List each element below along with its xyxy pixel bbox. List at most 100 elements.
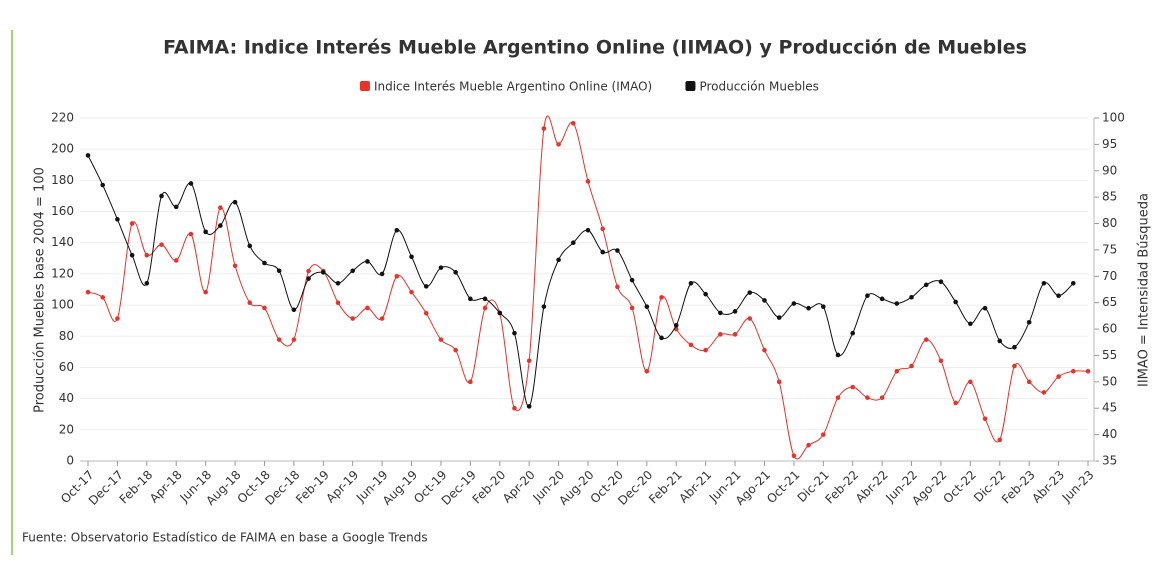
point [159,242,164,247]
legend-label: Indice Interés Mueble Argentino Online (… [374,80,652,94]
point [938,279,944,285]
legend-swatch [359,81,370,91]
point [556,257,561,263]
point [306,268,311,274]
point [718,310,723,316]
point [865,395,870,400]
point [791,301,797,306]
point [968,379,973,385]
y2-axis-title: IIMAO = Intensidad Búsqueda [1137,193,1152,387]
point [1056,374,1061,379]
point [482,296,488,302]
y2-tick-label: 90 [1102,163,1117,177]
point [203,289,208,295]
point [129,221,135,226]
point [850,384,856,390]
y-axis-title: Producción Muebles base 2004 = 100 [33,167,48,413]
point [379,316,385,321]
legend-swatch [685,81,696,91]
point [820,304,826,309]
point [688,280,694,286]
y2-tick-label: 60 [1102,322,1117,336]
point [982,416,988,422]
point [247,300,253,305]
point [276,268,282,274]
point [585,179,591,184]
point [1026,379,1032,385]
y-tick-label: 220 [51,111,74,125]
point [541,304,547,309]
point [188,231,194,237]
point [85,289,91,295]
point [350,268,356,274]
point [232,263,238,269]
point [379,271,385,277]
point [409,254,414,260]
source: Fuente: Observatorio Estadístico de FAIM… [22,531,428,545]
y-tick-label: 60 [59,360,74,374]
point [1012,344,1017,350]
point [159,193,164,199]
y2-tick-label: 50 [1102,374,1117,388]
point [747,316,753,321]
point [100,182,106,188]
point [85,153,91,158]
point [1085,368,1091,374]
point [997,338,1003,344]
point [173,258,179,263]
point [703,291,708,297]
y2-tick-label: 55 [1102,348,1117,362]
point [100,295,106,300]
point [644,304,650,309]
point [497,310,503,316]
y-tick-label: 0 [66,454,74,468]
point [703,347,708,353]
y-tick-label: 180 [51,173,74,187]
point [1041,280,1047,286]
point [982,305,988,311]
point [144,280,150,286]
y-tick-label: 140 [51,235,74,249]
point [1026,319,1032,325]
point [718,332,723,337]
point [923,282,929,288]
point [747,290,753,295]
point [644,368,650,374]
point [600,226,606,232]
point [615,248,620,253]
point [1070,280,1076,286]
point [806,442,811,448]
point [262,260,267,266]
point [365,259,370,264]
point [570,120,576,126]
y-tick-label: 100 [51,298,74,312]
point [394,274,400,279]
point [776,315,782,320]
point [688,342,694,348]
point [732,309,738,314]
point [144,252,150,258]
y-tick-label: 80 [59,329,74,343]
point [585,227,591,233]
point [570,240,576,246]
y2-tick-label: 95 [1102,137,1117,151]
point [923,337,929,342]
point [453,270,458,275]
point [820,432,826,437]
point [394,227,400,233]
y2-tick-label: 100 [1102,111,1125,125]
point [659,335,664,341]
point [512,330,517,336]
point [909,363,914,369]
point [806,305,811,311]
point [894,368,900,374]
point [673,323,679,328]
y-tick-label: 200 [51,142,74,156]
point [791,453,797,459]
point [115,217,120,222]
point [276,337,282,342]
point [762,298,767,303]
point [879,395,885,400]
y2-tick-label: 70 [1102,269,1117,283]
